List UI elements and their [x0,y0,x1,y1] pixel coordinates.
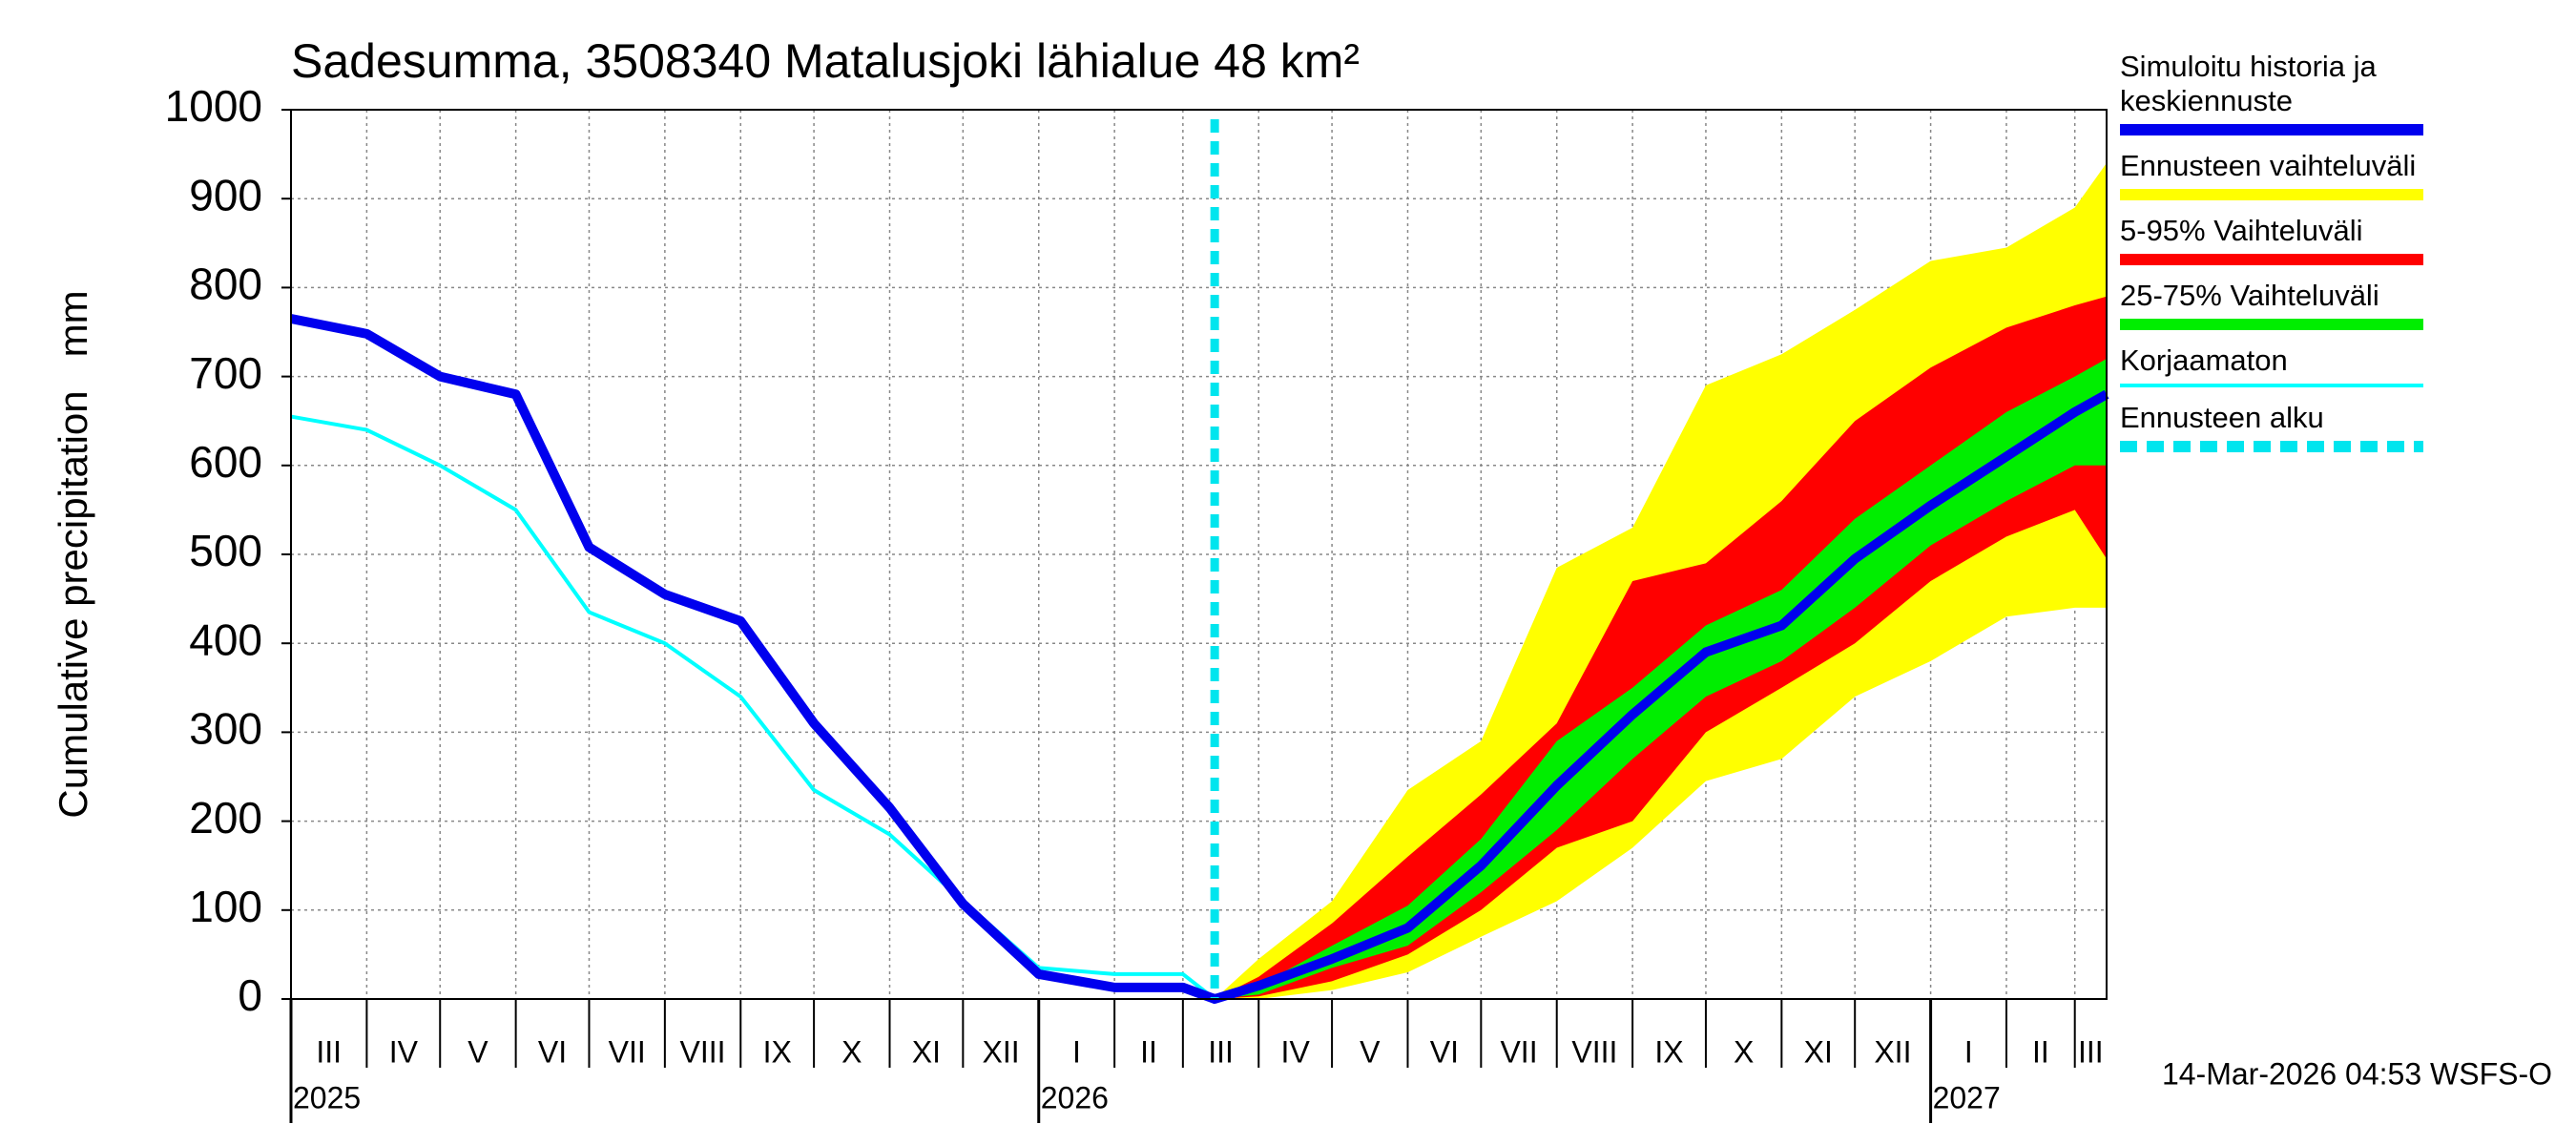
y-tick-label: 200 [189,793,262,843]
y-tick-label: 900 [189,170,262,219]
legend-label: Ennusteen vaihteluväli [2120,149,2417,182]
legend-label: Simuloitu historia ja keskiennuste [2120,50,2377,117]
y-tick-label: 1000 [165,81,262,131]
legend-item: Ennusteen alku [2120,401,2444,452]
x-tick-label: IX [1654,1034,1683,1069]
legend-swatch [2120,124,2423,135]
y-tick-label: 800 [189,260,262,309]
chart-title: Sadesumma, 3508340 Matalusjoki lähialue … [291,34,1360,88]
x-tick-label: IV [1281,1034,1311,1069]
y-tick-label: 700 [189,348,262,398]
legend-item: 5-95% Vaihteluväli [2120,214,2444,265]
x-tick-label: II [2032,1034,2049,1069]
legend: Simuloitu historia ja keskiennuste Ennust… [2120,50,2444,466]
plot-area [290,109,2109,1004]
x-tick-label: III [1208,1034,1234,1069]
x-tick-label: III [316,1034,342,1069]
y-tick-label: 300 [189,704,262,754]
x-tick-label: VI [538,1034,567,1069]
x-tick-label: VIII [680,1034,726,1069]
legend-label: 5-95% Vaihteluväli [2120,214,2363,247]
x-tick-label: VIII [1571,1034,1617,1069]
x-tick-label: V [1360,1034,1381,1069]
band [1215,358,2107,1000]
plot-frame [290,109,2108,1000]
footer: 14-Mar-2026 04:53 WSFS-O [2162,1056,2552,1091]
x-tick-label: VII [609,1034,646,1069]
x-tick-label: VI [1430,1034,1459,1069]
legend-label: 25-75% Vaihteluväli [2120,279,2379,312]
x-tick-label: XI [1804,1034,1833,1069]
year-label: 2027 [1933,1080,2001,1114]
legend-swatch [2120,254,2423,265]
legend-label: Korjaamaton [2120,344,2288,377]
y-tick-label: 500 [189,526,262,575]
y-axis-label: Cumulative precipitation mm [51,290,95,818]
series-line [290,414,1216,1001]
legend-swatch [2120,441,2423,452]
x-tick-label: IX [763,1034,792,1069]
x-tick-label: VII [1500,1034,1537,1069]
x-tick-label: X [1734,1034,1754,1069]
legend-item: Korjaamaton [2120,344,2444,387]
year-label: 2026 [1041,1080,1109,1114]
y-tick-label: 100 [189,882,262,931]
legend-swatch [2120,189,2423,200]
y-tick-label: 400 [189,614,262,664]
x-tick-label: V [467,1034,488,1069]
legend-item: Simuloitu historia ja keskiennuste [2120,50,2444,135]
x-tick-label: III [2078,1034,2104,1069]
x-tick-label: I [1072,1034,1081,1069]
y-tick-label: 600 [189,437,262,487]
legend-item: 25-75% Vaihteluväli [2120,279,2444,330]
x-tick-label: IV [389,1034,419,1069]
x-tick-label: XII [1874,1034,1911,1069]
legend-swatch [2120,384,2423,387]
band [1215,296,2107,1000]
legend-label: Ennusteen alku [2120,401,2324,434]
y-tick-label: 0 [238,970,262,1020]
x-tick-label: XII [982,1034,1019,1069]
year-label: 2025 [293,1080,361,1114]
x-tick-label: I [1964,1034,1973,1069]
legend-swatch [2120,319,2423,330]
x-tick-label: II [1140,1034,1157,1069]
x-tick-label: XI [912,1034,941,1069]
legend-item: Ennusteen vaihteluväli [2120,149,2444,200]
x-tick-label: X [841,1034,862,1069]
